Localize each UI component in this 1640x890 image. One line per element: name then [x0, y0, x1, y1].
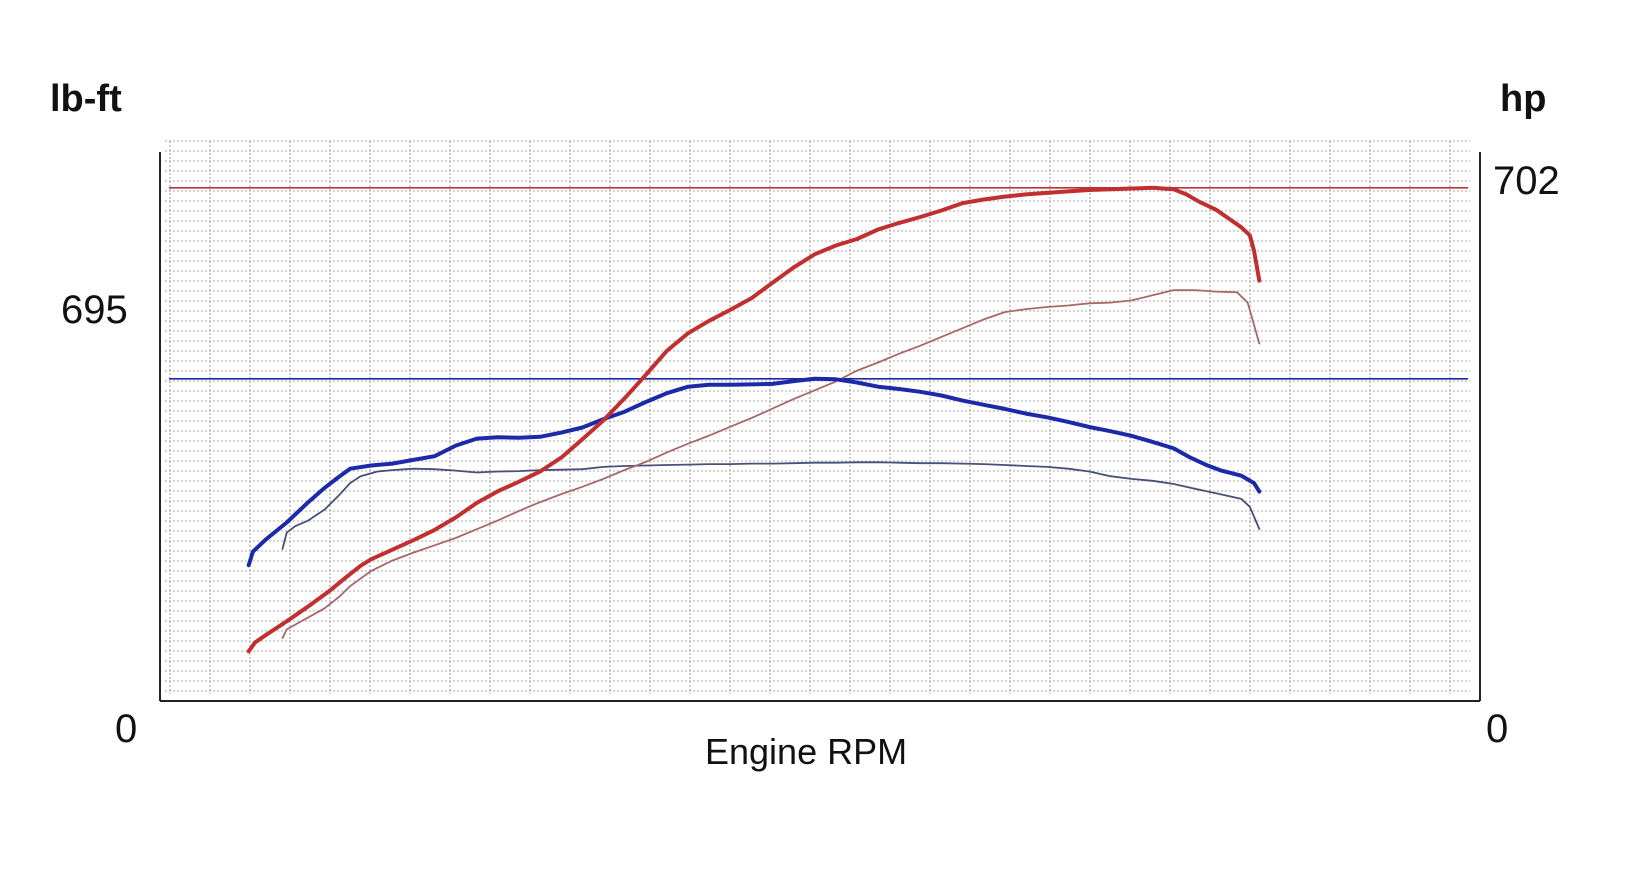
left-axis-tick-max: 695	[61, 288, 128, 332]
axes	[159, 152, 1481, 702]
reference-lines	[169, 186, 1468, 380]
right-axis-unit: hp	[1500, 78, 1547, 120]
power-primary-line	[246, 185, 1262, 654]
right-axis-tick-max: 702	[1493, 159, 1560, 203]
torque-primary-line	[246, 376, 1262, 568]
x-axis-label: Engine RPM	[705, 731, 908, 772]
torque-secondary-line	[281, 461, 1261, 550]
series-lines	[246, 185, 1262, 654]
power-secondary-line	[281, 289, 1261, 639]
right-axis-tick-zero: 0	[1486, 707, 1509, 751]
left-axis-unit: lb-ft	[50, 78, 122, 120]
grid	[165, 140, 1470, 694]
left-axis-tick-zero: 0	[115, 707, 138, 751]
